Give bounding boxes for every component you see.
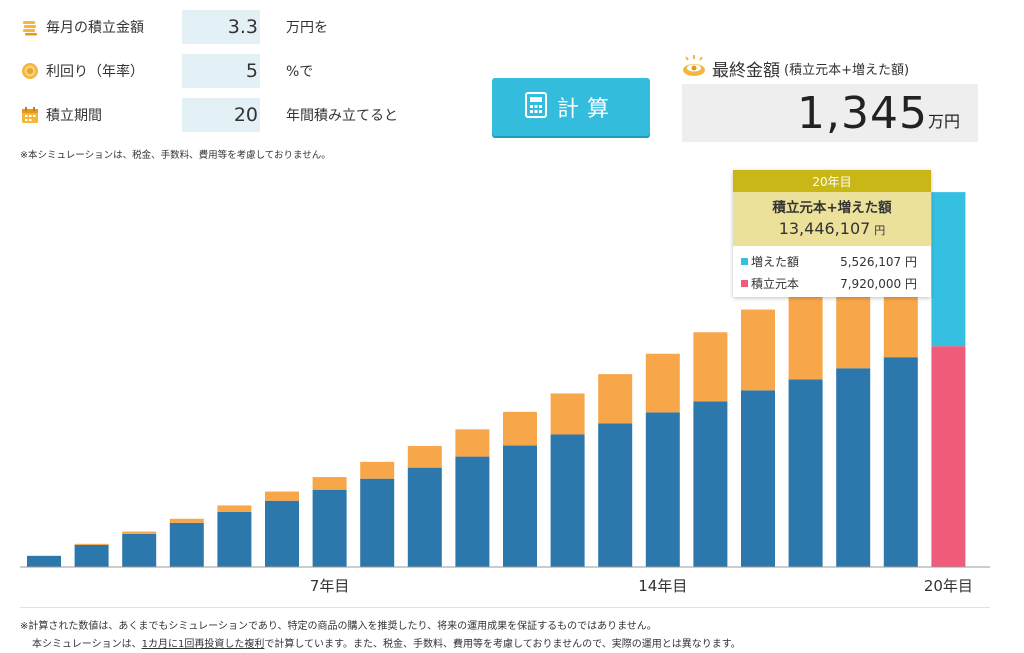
monthly-amount-input[interactable] (182, 10, 260, 44)
footnote-divider (20, 607, 990, 608)
tooltip-row-gain-name: 増えた額 (751, 254, 800, 269)
bar-principal-14[interactable] (645, 412, 680, 567)
tooltip-total-unit: 円 (874, 224, 886, 237)
bar-principal-7[interactable] (312, 489, 347, 567)
period-row: 積立期間 年間積み立てると (20, 97, 398, 133)
bar-gain-10[interactable] (455, 429, 490, 457)
bar-gain-3[interactable] (122, 531, 157, 534)
bar-gain-12[interactable] (550, 393, 585, 435)
tooltip-summary: 積立元本+増えた額 13,446,107 円 (733, 192, 931, 246)
calendar-icon (20, 105, 40, 125)
period-unit: 年間積み立てると (286, 108, 398, 124)
bar-gain-9[interactable] (407, 445, 442, 468)
bar-gain-8[interactable] (360, 461, 395, 479)
coin-icon (20, 61, 40, 81)
principal-swatch (741, 279, 748, 287)
final-amount-box: 1,345 万円 (682, 84, 978, 142)
calculate-button-label: 計算 (556, 97, 617, 122)
bar-gain-11[interactable] (503, 411, 537, 446)
yield-unit: %で (286, 64, 314, 80)
footnote-2-link2[interactable]: 複利 (244, 639, 265, 650)
tooltip-row-principal: 積立元本 7,920,000 円 (733, 272, 931, 294)
bar-principal-10[interactable] (455, 456, 490, 567)
bar-principal-19[interactable] (883, 357, 918, 567)
bar-principal-16[interactable] (741, 390, 775, 567)
bar-principal-8[interactable] (360, 478, 395, 567)
tooltip-row-gain: 増えた額 5,526,107 円 (733, 250, 931, 272)
tooltip-title: 積立元本+増えた額 (772, 200, 892, 216)
bar-gain-13[interactable] (598, 374, 633, 424)
bar-principal-18[interactable] (836, 368, 871, 567)
coin-stack-icon (20, 17, 40, 37)
bar-gain-6[interactable] (265, 491, 299, 501)
chart-tooltip: 20年目 積立元本+増えた額 13,446,107 円 増えた額 5,526,10… (733, 170, 931, 297)
bar-gain-2[interactable] (74, 543, 109, 545)
gain-swatch (741, 257, 748, 265)
period-label: 積立期間 (46, 108, 102, 124)
yield-input[interactable] (182, 54, 260, 88)
bar-principal-9[interactable] (407, 467, 442, 567)
footnote-2-post: で計算しています。また、税金、手数料、費用等を考慮しておりませんので、実際の運用… (264, 639, 741, 650)
tooltip-row-principal-value: 7,920,000 円 (840, 276, 917, 291)
bar-principal-1[interactable] (27, 555, 61, 567)
bar-gain-7[interactable] (312, 477, 347, 490)
bar-principal-17[interactable] (788, 379, 823, 567)
calculate-button[interactable]: 計算 (492, 78, 650, 136)
tooltip-year: 20年目 (733, 170, 931, 192)
bar-principal-20[interactable] (931, 346, 966, 567)
bar-gain-15[interactable] (693, 332, 728, 402)
bar-principal-12[interactable] (550, 434, 585, 567)
bar-principal-13[interactable] (598, 423, 633, 567)
x-tick-label-7: 7年目 (310, 577, 350, 595)
coin-eye-icon (682, 55, 706, 81)
bar-gain-5[interactable] (217, 505, 252, 512)
tooltip-row-gain-value: 5,526,107 円 (840, 254, 917, 269)
disclaimer-top: ※本シミュレーションは、税金、手数料、費用等を考慮しておりません。 (20, 150, 331, 161)
bar-principal-11[interactable] (503, 445, 537, 567)
accumulation-bar-chart: 7年目 14年目 20年目 (20, 192, 990, 595)
period-input[interactable] (182, 98, 260, 132)
bar-principal-3[interactable] (122, 533, 157, 567)
x-tick-label-14: 14年目 (638, 577, 687, 595)
bar-gain-20[interactable] (931, 192, 966, 347)
calculator-icon (524, 92, 547, 122)
monthly-amount-label: 毎月の積立金額 (46, 20, 144, 36)
final-amount-subtitle: (積立元本+増えた額) (784, 62, 910, 78)
final-amount-title: 最終金額 (712, 60, 780, 81)
tooltip-total: 13,446,107 円 (733, 219, 931, 238)
bar-principal-2[interactable] (74, 544, 109, 567)
bar-gain-14[interactable] (645, 353, 680, 413)
x-tick-label-20: 20年目 (924, 577, 973, 595)
monthly-amount-unit: 万円を (286, 20, 328, 36)
tooltip-total-value: 13,446,107 (778, 219, 871, 238)
final-amount-value: 1,345 (797, 88, 928, 139)
bar-principal-6[interactable] (265, 500, 299, 567)
tooltip-row-principal-name: 積立元本 (751, 276, 800, 291)
yield-label: 利回り（年率） (46, 64, 144, 80)
final-amount-header: 最終金額 (積立元本+増えた額) (682, 55, 909, 81)
bar-gain-17[interactable] (788, 285, 823, 380)
bar-gain-4[interactable] (169, 518, 204, 523)
bar-gain-16[interactable] (741, 309, 775, 391)
bar-principal-15[interactable] (693, 401, 728, 567)
monthly-amount-row: 毎月の積立金額 万円を (20, 9, 328, 45)
footnote-1: ※計算された数値は、あくまでもシミュレーションであり、特定の商品の購入を推奨した… (20, 621, 657, 632)
bar-principal-4[interactable] (169, 522, 204, 567)
footnote-2-link1[interactable]: 1カ月に1回再投資した (141, 639, 245, 650)
bar-principal-5[interactable] (217, 511, 252, 567)
footnote-2: 本シミュレーションは、1カ月に1回再投資した複利で計算しています。また、税金、手… (32, 635, 741, 650)
yield-row: 利回り（年率） %で (20, 53, 313, 89)
footnote-2-pre: 本シミュレーションは、 (32, 639, 142, 650)
final-amount-unit: 万円 (927, 112, 960, 131)
